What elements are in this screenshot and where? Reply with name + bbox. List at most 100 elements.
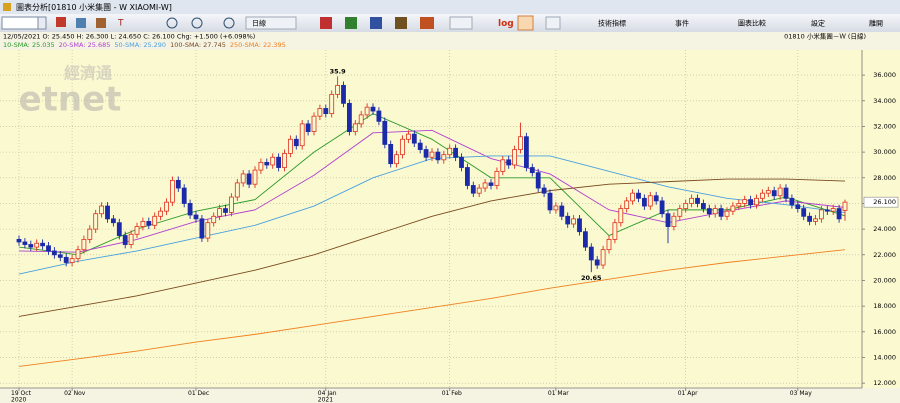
- candle-body: [583, 231, 588, 248]
- candle-body: [352, 123, 358, 132]
- price-tag-label: 26.100: [873, 198, 896, 206]
- moving-average: [18, 129, 846, 253]
- title-bar: [0, 0, 900, 14]
- candle-body: [801, 208, 807, 217]
- zoom-in[interactable]: [166, 17, 178, 29]
- candle-body: [140, 221, 146, 227]
- candle-body: [128, 233, 134, 245]
- x-axis-band: [0, 388, 900, 403]
- candle-body: [748, 199, 753, 206]
- candle-body: [677, 208, 683, 217]
- watermark-en: etnet: [19, 80, 122, 120]
- x-tick-label: 04 Jan: [318, 390, 337, 397]
- candle-body: [341, 84, 346, 104]
- candle-body: [217, 208, 223, 217]
- area-button[interactable]: [395, 17, 407, 29]
- candle-body: [16, 238, 22, 243]
- candle-body: [842, 201, 848, 211]
- x-tick-label: 19 Oct: [11, 390, 32, 397]
- candle-body: [199, 218, 205, 239]
- window-title: 圖表分析[01810 小米集團 - W XIAOMI-W]: [16, 2, 172, 12]
- candle-body: [836, 208, 842, 220]
- menu-events[interactable]: 事件: [675, 19, 689, 28]
- candle-body: [724, 210, 730, 217]
- candle-body: [57, 254, 63, 258]
- candle-body: [181, 187, 187, 204]
- candle-body: [435, 151, 441, 161]
- pen-button[interactable]: [56, 17, 66, 27]
- period-label: 日線: [252, 19, 266, 28]
- legend-entry: 20-SMA: 25.685: [59, 41, 111, 49]
- candle-body: [394, 154, 400, 165]
- candle-body: [447, 147, 453, 156]
- year-label: 2021: [318, 397, 333, 403]
- candle-body: [234, 182, 240, 198]
- candle-body: [99, 205, 104, 215]
- menu-compare[interactable]: 圖表比較: [738, 19, 766, 28]
- candle-body: [518, 136, 523, 150]
- legend-entry: 100-SMA: 27.745: [170, 41, 226, 49]
- candle-body: [730, 205, 736, 212]
- candle-body: [606, 238, 612, 251]
- candle-body: [470, 185, 476, 194]
- annotation: 20.65: [581, 274, 602, 282]
- candle-body: [529, 167, 535, 174]
- clock-button[interactable]: [223, 17, 235, 29]
- candle-body: [783, 187, 789, 199]
- y-tick-label: 14.000: [873, 353, 896, 361]
- candle-body: [187, 203, 193, 216]
- candle-body: [524, 136, 529, 168]
- menu-settings[interactable]: 設定: [811, 19, 825, 28]
- candle-body: [28, 244, 34, 248]
- candle-body: [211, 215, 217, 224]
- candle-body: [40, 242, 45, 247]
- candle-body: [630, 192, 635, 202]
- text-button[interactable]: [96, 18, 106, 28]
- symbol-dropdown[interactable]: [37, 16, 47, 30]
- menu-exit[interactable]: 離開: [869, 19, 883, 28]
- candle-body: [642, 197, 647, 207]
- candle-body: [553, 205, 559, 211]
- app-icon: [3, 3, 11, 11]
- line-button[interactable]: [370, 17, 382, 29]
- candle-body: [824, 209, 830, 212]
- candle-body: [411, 133, 417, 144]
- candle-body: [175, 179, 181, 189]
- grid-select[interactable]: [449, 16, 473, 30]
- candle-body: [594, 259, 600, 266]
- candle-body: [287, 138, 293, 154]
- candle-body: [429, 151, 435, 158]
- log-button[interactable]: log: [498, 19, 514, 29]
- candle-body: [329, 93, 335, 115]
- candle-body: [293, 138, 299, 147]
- candle-body: [205, 222, 211, 239]
- period-select[interactable]: [245, 16, 297, 30]
- draw-button[interactable]: [76, 18, 86, 28]
- layout-button[interactable]: [517, 15, 534, 31]
- candle-body: [63, 256, 69, 263]
- candle-body: [754, 197, 759, 206]
- watermark-cn: 經濟通: [64, 64, 112, 83]
- window-button[interactable]: [545, 16, 561, 30]
- menu-indicators[interactable]: 技術指標: [598, 19, 626, 28]
- candle-body: [69, 258, 75, 263]
- candle-body: [317, 108, 323, 117]
- zoom-out[interactable]: [191, 17, 203, 29]
- candle-body: [400, 138, 405, 156]
- candle-body: [765, 190, 771, 194]
- legend-entry: 10-SMA: 25.035: [3, 41, 55, 49]
- legend-entry: 50-SMA: 25.290: [114, 41, 166, 49]
- candle-body: [75, 249, 81, 260]
- candle-body: [169, 179, 175, 203]
- candle-body: [453, 147, 459, 158]
- legend-entry: 250-SMA: 22.395: [230, 41, 286, 49]
- candle-body: [701, 203, 706, 209]
- mountain-button[interactable]: [420, 17, 434, 29]
- text-tool[interactable]: T: [117, 19, 124, 29]
- bar-button[interactable]: [345, 17, 357, 29]
- candle-button[interactable]: [320, 17, 332, 29]
- candle-body: [547, 192, 553, 211]
- candle-body: [158, 210, 164, 217]
- ohlc-info: 12/05/2021 O: 25.450 H: 26.300 L: 24.650…: [3, 33, 255, 41]
- candle-body: [813, 218, 818, 222]
